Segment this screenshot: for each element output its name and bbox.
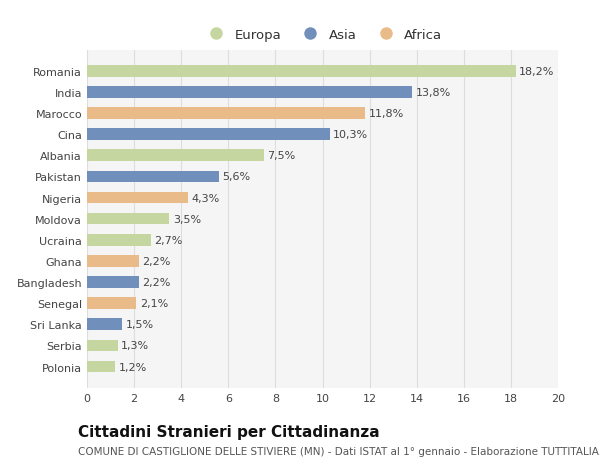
Text: 11,8%: 11,8% [368, 109, 404, 119]
Text: 2,2%: 2,2% [142, 256, 171, 266]
Text: 4,3%: 4,3% [192, 193, 220, 203]
Bar [87, 192, 188, 204]
Text: 13,8%: 13,8% [416, 88, 451, 98]
Bar [87, 340, 118, 352]
Bar [87, 319, 122, 330]
Bar [87, 171, 219, 183]
Text: 1,5%: 1,5% [126, 319, 154, 330]
Bar [87, 129, 329, 140]
Text: 5,6%: 5,6% [223, 172, 251, 182]
Text: 18,2%: 18,2% [519, 67, 554, 77]
Legend: Europa, Asia, Africa: Europa, Asia, Africa [197, 23, 448, 47]
Bar [87, 361, 115, 373]
Bar [87, 213, 169, 225]
Bar [87, 66, 515, 78]
Text: 2,2%: 2,2% [142, 277, 171, 287]
Text: 3,5%: 3,5% [173, 214, 201, 224]
Bar [87, 256, 139, 267]
Text: COMUNE DI CASTIGLIONE DELLE STIVIERE (MN) - Dati ISTAT al 1° gennaio - Elaborazi: COMUNE DI CASTIGLIONE DELLE STIVIERE (MN… [78, 446, 600, 456]
Text: 2,7%: 2,7% [154, 235, 182, 245]
Text: 7,5%: 7,5% [267, 151, 295, 161]
Text: 1,3%: 1,3% [121, 341, 149, 351]
Text: Cittadini Stranieri per Cittadinanza: Cittadini Stranieri per Cittadinanza [78, 425, 380, 440]
Text: 1,2%: 1,2% [119, 362, 147, 372]
Text: 2,1%: 2,1% [140, 298, 168, 308]
Bar [87, 235, 151, 246]
Bar [87, 87, 412, 99]
Bar [87, 298, 136, 309]
Bar [87, 277, 139, 288]
Bar [87, 150, 263, 162]
Bar [87, 108, 365, 120]
Text: 10,3%: 10,3% [333, 130, 368, 140]
